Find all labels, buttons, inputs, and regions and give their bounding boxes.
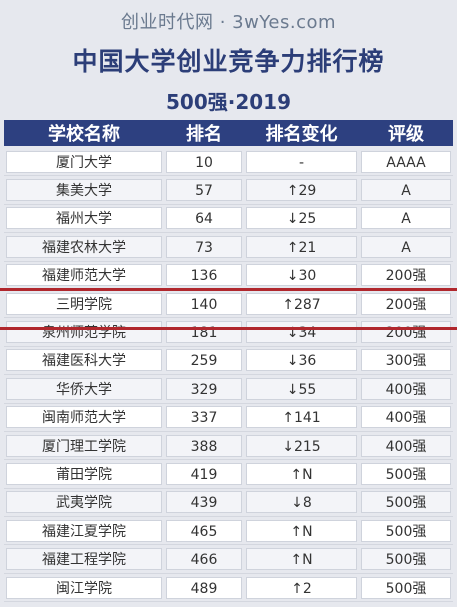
table-row: 泉州师范学院 181 ↓34 200强: [4, 318, 453, 347]
school-name-cell: 福建师范大学: [6, 264, 162, 287]
rank-cell: 259: [166, 349, 242, 372]
table-row: 武夷学院 439 ↓8 500强: [4, 489, 453, 518]
rank-cell: 465: [166, 519, 242, 542]
grade-cell: 500强: [361, 491, 451, 514]
rank-change-cell: ↑21: [246, 235, 357, 258]
rank-change-cell: ↓215: [246, 434, 357, 457]
rank-change-cell: ↓36: [246, 349, 357, 372]
grade-cell: 400强: [361, 377, 451, 400]
table-row: 莆田学院 419 ↑N 500强: [4, 460, 453, 489]
school-name-cell: 华侨大学: [6, 377, 162, 400]
school-name-cell: 福建医科大学: [6, 349, 162, 372]
school-name-cell: 福建农林大学: [6, 235, 162, 258]
rank-change-cell: ↓30: [246, 264, 357, 287]
table-row: 福建江夏学院 465 ↑N 500强: [4, 517, 453, 546]
rank-cell: 466: [166, 548, 242, 571]
column-header-rank: 排名: [186, 124, 222, 145]
rank-change-cell: ↓25: [246, 207, 357, 230]
school-name-cell: 闽南师范大学: [6, 406, 162, 429]
grade-cell: 500强: [361, 462, 451, 485]
rank-cell: 10: [166, 150, 242, 173]
grade-cell: 500强: [361, 576, 451, 599]
table-row: 闽南师范大学 337 ↑141 400强: [4, 404, 453, 432]
grade-cell: A: [361, 235, 451, 258]
table-row: 福建工程学院 466 ↑N 500强: [4, 545, 453, 574]
rank-cell: 489: [166, 576, 242, 599]
page-header: 创业时代网 · 3wYes.com 中国大学创业竞争力排行榜 500强·2019: [0, 0, 457, 120]
rank-change-cell: ↑29: [246, 179, 357, 202]
rank-cell: 57: [166, 179, 242, 202]
page-subtitle: 500强·2019: [165, 90, 291, 114]
rank-change-cell: -: [246, 150, 357, 173]
table-row: 集美大学 57 ↑29 A: [4, 176, 453, 205]
table-row: 闽江学院 489 ↑2 500强: [4, 574, 453, 603]
page-title: 中国大学创业竞争力排行榜: [72, 47, 385, 76]
rank-cell: 136: [166, 264, 242, 287]
school-name-cell: 闽江学院: [6, 576, 162, 599]
rank-cell: 337: [166, 406, 242, 429]
school-name-cell: 福建江夏学院: [6, 519, 162, 542]
rank-cell: 388: [166, 434, 242, 457]
rank-change-cell: ↓8: [246, 491, 357, 514]
table-row-highlighted: 三明学院 140 ↑287 200强: [4, 290, 453, 319]
grade-cell: 500强: [361, 548, 451, 571]
rank-change-cell: ↓55: [246, 377, 357, 400]
rank-change-cell: ↑N: [246, 519, 357, 542]
rank-change-cell: ↑287: [246, 292, 357, 315]
table-row: 福建农林大学 73 ↑21 A: [4, 233, 453, 262]
rank-cell: 73: [166, 235, 242, 258]
column-header-change: 排名变化: [265, 124, 338, 145]
grade-cell: 500强: [361, 519, 451, 542]
school-name-cell: 福州大学: [6, 207, 162, 230]
school-name-cell: 莆田学院: [6, 462, 162, 485]
school-name-cell: 武夷学院: [6, 491, 162, 514]
grade-cell: AAAA: [361, 150, 451, 173]
ranking-table: 厦门大学 10 - AAAA 集美大学 57 ↑29 A 福州大学 64 ↓25…: [4, 148, 453, 603]
rank-cell: 419: [166, 462, 242, 485]
school-name-cell: 泉州师范学院: [6, 321, 162, 344]
grade-cell: 400强: [361, 406, 451, 429]
rank-change-cell: ↑141: [246, 406, 357, 429]
grade-cell: 200强: [361, 264, 451, 287]
school-name-cell: 三明学院: [6, 292, 162, 315]
rank-change-cell: ↑N: [246, 548, 357, 571]
column-header-grade: 评级: [388, 124, 424, 145]
column-header-school: 学校名称: [48, 124, 120, 145]
table-row: 福州大学 64 ↓25 A: [4, 205, 453, 234]
rank-change-cell: ↑2: [246, 576, 357, 599]
rank-cell: 140: [166, 292, 242, 315]
table-row: 厦门理工学院 388 ↓215 400强: [4, 432, 453, 461]
rank-cell: 329: [166, 377, 242, 400]
grade-cell: 200强: [361, 292, 451, 315]
table-row: 厦门大学 10 - AAAA: [4, 148, 453, 177]
grade-cell: 300强: [361, 349, 451, 372]
table-header: 学校名称 排名 排名变化 评级: [4, 120, 453, 146]
school-name-cell: 福建工程学院: [6, 548, 162, 571]
grade-cell: A: [361, 179, 451, 202]
site-name: 创业时代网 · 3wYes.com: [120, 12, 337, 33]
table-row: 福建师范大学 136 ↓30 200强: [4, 262, 453, 290]
school-name-cell: 厦门大学: [6, 150, 162, 173]
rank-cell: 64: [166, 207, 242, 230]
grade-cell: 200强: [361, 321, 451, 344]
rank-change-cell: ↑N: [246, 462, 357, 485]
rank-change-cell: ↓34: [246, 321, 357, 344]
table-row: 福建医科大学 259 ↓36 300强: [4, 347, 453, 376]
grade-cell: A: [361, 207, 451, 230]
table-row: 华侨大学 329 ↓55 400强: [4, 375, 453, 404]
rank-cell: 181: [166, 321, 242, 344]
rank-cell: 439: [166, 491, 242, 514]
school-name-cell: 集美大学: [6, 179, 162, 202]
grade-cell: 400强: [361, 434, 451, 457]
school-name-cell: 厦门理工学院: [6, 434, 162, 457]
